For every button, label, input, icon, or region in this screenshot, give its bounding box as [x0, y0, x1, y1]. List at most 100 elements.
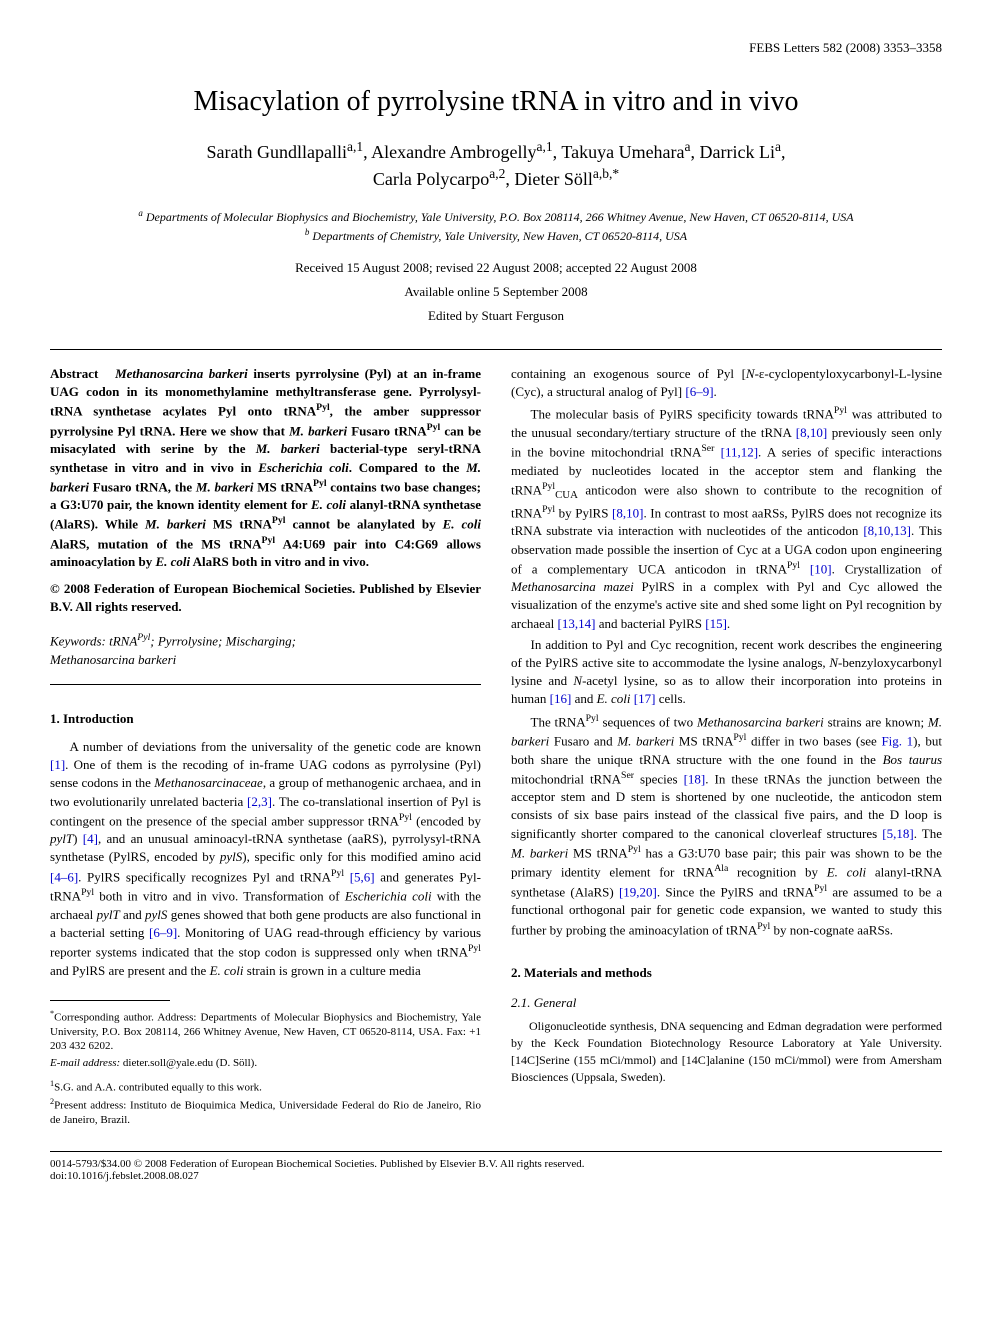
- footnote-text: S.G. and A.A. contributed equally to thi…: [54, 1081, 262, 1093]
- page-footer: 0014-5793/$34.00 © 2008 Federation of Eu…: [50, 1151, 942, 1182]
- body-sup: Pyl: [787, 560, 800, 571]
- author-1-sup: a,1: [347, 139, 363, 154]
- article-dates: Received 15 August 2008; revised 22 Augu…: [50, 260, 942, 276]
- body-text: species: [634, 771, 684, 786]
- body-text: N: [829, 655, 838, 670]
- article-title: Misacylation of pyrrolysine tRNA in vitr…: [50, 86, 942, 118]
- body-text: N: [573, 673, 582, 688]
- abstract-text: Fusaro tRNA: [347, 423, 427, 438]
- body-text: . The: [914, 826, 942, 841]
- body-text: E. coli: [827, 865, 866, 880]
- citation-link[interactable]: [5,18]: [882, 826, 913, 841]
- body-text: pylT: [97, 907, 120, 922]
- keywords-text: ; Pyrrolysine; Mischarging;: [150, 633, 296, 648]
- body-text: Bos taurus: [883, 752, 942, 767]
- body-text: The tRNA: [531, 714, 586, 729]
- footnote-1: 1S.G. and A.A. contributed equally to th…: [50, 1079, 481, 1095]
- body-sup: Pyl: [81, 887, 94, 898]
- citation-link[interactable]: [19,20]: [619, 884, 657, 899]
- body-sup: Pyl: [834, 405, 847, 416]
- body-sup: Pyl: [733, 732, 746, 743]
- body-text: by non-cognate aaRSs.: [770, 922, 893, 937]
- keywords-text: Methanosarcina barkeri: [50, 652, 176, 667]
- citation-link[interactable]: [10]: [810, 561, 832, 576]
- available-online: Available online 5 September 2008: [50, 284, 942, 300]
- abstract-text: Escherichia coli: [258, 460, 349, 475]
- footnote-2: 2Present address: Instituto de Bioquimic…: [50, 1097, 481, 1127]
- body-text: Methanosarcina mazei: [511, 579, 634, 594]
- abstract-sup: Pyl: [262, 535, 276, 546]
- corresponding-author-footnote: *Corresponding author. Address: Departme…: [50, 1009, 481, 1054]
- author-sep: , Takuya Umehara: [553, 142, 685, 162]
- abstract-text: MS tRNA: [253, 479, 313, 494]
- citation-link[interactable]: [16]: [550, 691, 572, 706]
- citation-link[interactable]: [13,14]: [558, 616, 596, 631]
- body-text: pylS: [220, 849, 242, 864]
- body-text: .: [714, 384, 717, 399]
- body-sup: Pyl: [468, 943, 481, 954]
- intro-para-1: A number of deviations from the universa…: [50, 738, 481, 980]
- intro-para-4: The tRNAPyl sequences of two Methanosarc…: [511, 712, 942, 940]
- body-text: A number of deviations from the universa…: [70, 739, 482, 754]
- citation-link[interactable]: [11,12]: [721, 444, 758, 459]
- keywords-text: tRNA: [106, 633, 137, 648]
- body-text: Fusaro and: [549, 733, 617, 748]
- citation-link[interactable]: [8,10]: [612, 505, 643, 520]
- intro-para-1-continued: containing an exogenous source of Pyl [N…: [511, 365, 942, 401]
- body-sup: Pyl: [757, 921, 770, 932]
- body-sub: CUA: [555, 489, 578, 501]
- affiliations: a Departments of Molecular Biophysics an…: [50, 207, 942, 245]
- abstract-text: Methanosarcina barkeri: [115, 366, 248, 381]
- citation-link[interactable]: [15]: [705, 616, 727, 631]
- intro-para-2: The molecular basis of PylRS specificity…: [511, 404, 942, 632]
- abstract-sup: Pyl: [427, 422, 441, 433]
- keywords-sup: Pyl: [137, 632, 150, 643]
- abstract-text: . Compared to the: [349, 460, 466, 475]
- citation-link[interactable]: [5,6]: [350, 869, 375, 884]
- citation-link[interactable]: [8,10]: [796, 425, 827, 440]
- citation-link[interactable]: [6–9]: [149, 925, 177, 940]
- body-sup: Ser: [621, 770, 634, 781]
- body-text: The molecular basis of PylRS specificity…: [531, 407, 834, 422]
- body-text: E. coli: [210, 963, 244, 978]
- abstract-text: M. barkeri: [145, 517, 206, 532]
- body-sup: Pyl: [542, 481, 555, 492]
- body-text: pylS: [145, 907, 167, 922]
- body-text: -ε-cyclopentyloxycarbonyl-: [755, 366, 899, 381]
- footnote-text: Corresponding author. Address: Departmen…: [50, 1011, 481, 1052]
- abstract-text: M. barkeri: [289, 423, 347, 438]
- abstract-text: E. coli: [311, 497, 346, 512]
- subsection-2-1-heading: 2.1. General: [511, 994, 942, 1012]
- figure-link[interactable]: Fig. 1: [881, 733, 913, 748]
- citation-link[interactable]: [18]: [684, 771, 706, 786]
- body-text: N: [746, 366, 755, 381]
- body-text: E. coli: [597, 691, 631, 706]
- email-footnote: E-mail address: dieter.soll@yale.edu (D.…: [50, 1056, 481, 1070]
- email-address[interactable]: dieter.soll@yale.edu (D. Söll).: [120, 1057, 257, 1069]
- citation-link[interactable]: [2,3]: [247, 794, 272, 809]
- body-text: MS tRNA: [568, 845, 628, 860]
- body-text: containing an exogenous source of Pyl [: [511, 366, 746, 381]
- body-text: both in vitro and in vivo. Transformatio…: [94, 888, 345, 903]
- citation-link[interactable]: [17]: [634, 691, 656, 706]
- citation-link[interactable]: [8,10,13]: [863, 523, 911, 538]
- body-sup: Ser: [701, 443, 714, 454]
- body-text: . Crystallization of: [832, 561, 942, 576]
- abstract-label: Abstract: [50, 366, 98, 381]
- body-text: L: [899, 366, 907, 381]
- citation-link[interactable]: [4–6]: [50, 869, 78, 884]
- abstract-divider: [50, 684, 481, 685]
- abstract-sup: Pyl: [313, 478, 327, 489]
- citation-link[interactable]: [6–9]: [685, 384, 713, 399]
- body-text: .: [727, 616, 730, 631]
- body-text: Escherichia coli: [345, 888, 432, 903]
- body-text: . Since the PylRS and tRNA: [657, 884, 814, 899]
- citation-link[interactable]: [4]: [83, 831, 98, 846]
- citation-link[interactable]: [1]: [50, 757, 65, 772]
- footnote-text: Present address: Instituto de Bioquimica…: [50, 1100, 481, 1126]
- author-sep: , Darrick Li: [691, 142, 775, 162]
- body-text: M. barkeri: [511, 845, 568, 860]
- journal-header: FEBS Letters 582 (2008) 3353–3358: [50, 40, 942, 56]
- edited-by: Edited by Stuart Ferguson: [50, 308, 942, 324]
- body-sup: Pyl: [399, 812, 412, 823]
